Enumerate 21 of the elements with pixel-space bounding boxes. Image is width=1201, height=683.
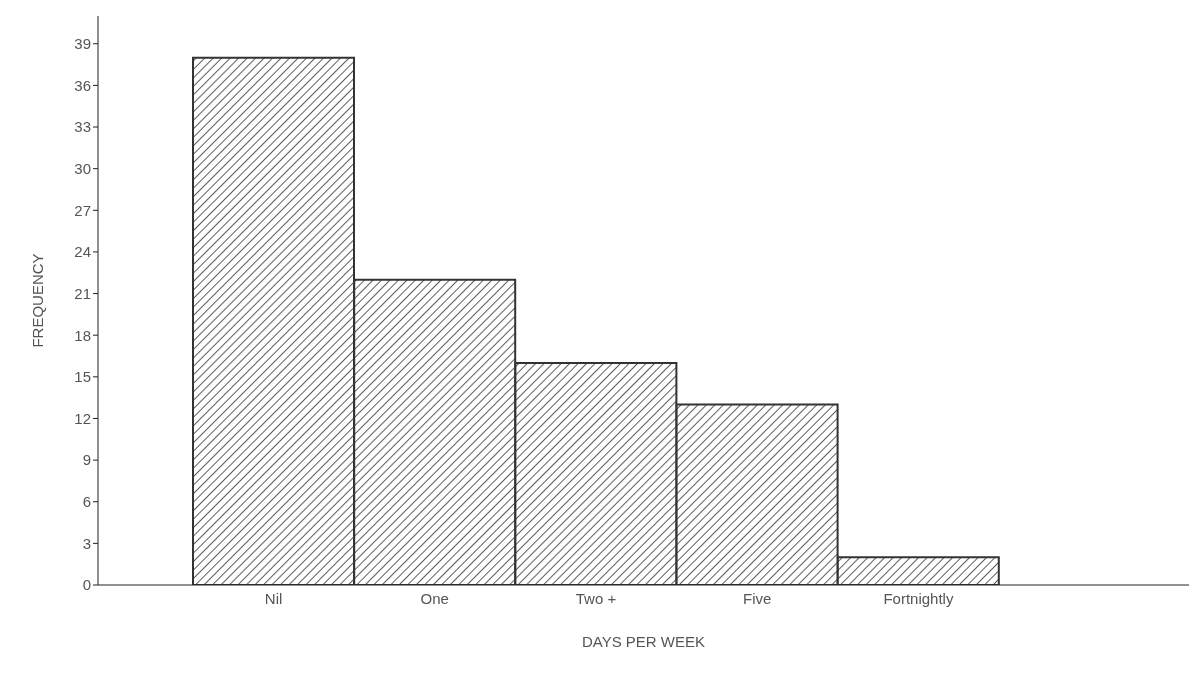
- y-tick-label: 15: [74, 368, 91, 386]
- x-tick-label: One: [420, 589, 449, 607]
- y-tick-label: 27: [74, 201, 91, 219]
- y-tick-label: 12: [74, 409, 91, 427]
- y-tick-label: 21: [74, 284, 91, 302]
- y-tick-label: 33: [74, 118, 91, 136]
- x-tick-label: Fortnightly: [883, 589, 954, 607]
- x-tick-label: Nil: [264, 589, 283, 607]
- y-tick-label: 18: [74, 326, 91, 344]
- y-tick-label: 9: [82, 451, 91, 469]
- y-tick-label: 24: [74, 243, 91, 261]
- x-tick-label: Two +: [575, 589, 617, 607]
- y-tick-label: 6: [82, 493, 91, 511]
- y-axis-title: FREQUENCY: [29, 253, 47, 348]
- x-axis-title: DAYS PER WEEK: [581, 633, 706, 650]
- y-tick-label: 0: [82, 576, 91, 594]
- x-tick-label: Five: [743, 589, 772, 607]
- y-tick-label: 3: [82, 534, 91, 552]
- y-tick-label: 30: [74, 159, 91, 177]
- y-tick-label: 36: [74, 76, 91, 94]
- y-tick-label: 39: [74, 35, 91, 53]
